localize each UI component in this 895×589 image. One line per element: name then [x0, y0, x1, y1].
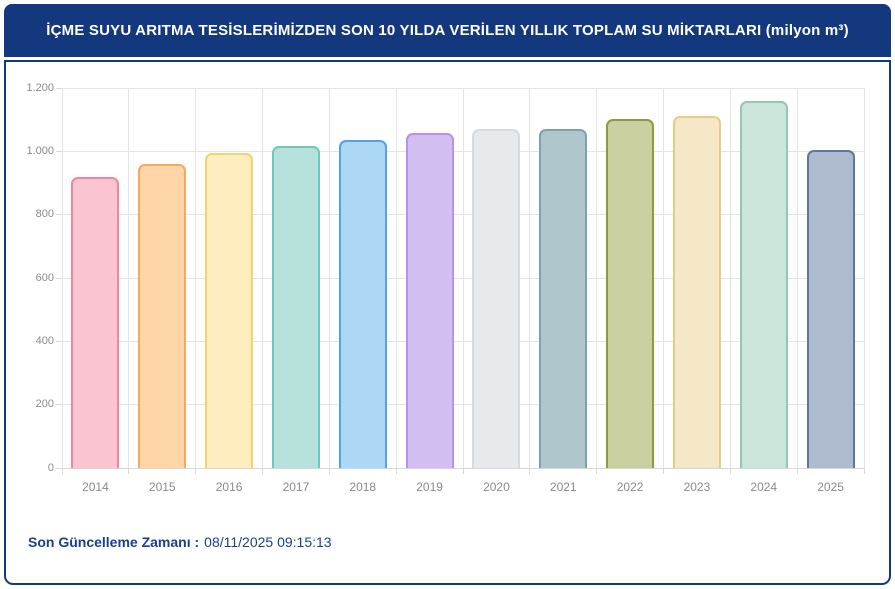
gridline-vertical	[796, 88, 798, 468]
x-tick-label: 2022	[616, 480, 644, 494]
y-tick-label: 0	[47, 461, 54, 474]
bar-2014[interactable]	[71, 176, 120, 468]
y-tick-mark	[56, 87, 62, 89]
x-tick-label: 2023	[683, 480, 711, 494]
x-tick-label: 2020	[483, 480, 510, 494]
bar-2016[interactable]	[205, 152, 254, 468]
y-tick-label: 400	[35, 334, 54, 347]
x-tick-mark	[61, 468, 63, 474]
x-tick-label: 2018	[349, 480, 377, 494]
gridline-vertical	[328, 88, 330, 468]
y-tick-mark	[56, 277, 62, 279]
x-tick-mark	[663, 468, 664, 474]
x-tick-label: 2016	[215, 480, 243, 494]
y-tick-mark	[56, 404, 62, 406]
bar-2024[interactable]	[739, 100, 788, 468]
y-tick-mark	[56, 340, 62, 342]
y-tick-label: 1.200	[26, 81, 54, 94]
last-update-value: 08/11/2025 09:15:13	[204, 534, 332, 550]
last-update: Son Güncelleme Zamanı :08/11/2025 09:15:…	[28, 534, 332, 550]
x-tick-label: 2025	[817, 480, 844, 494]
x-tick-mark	[863, 468, 865, 474]
y-tick-label: 1.000	[26, 144, 54, 157]
gridline-vertical	[663, 88, 664, 468]
x-tick-mark	[262, 468, 263, 474]
gridline-vertical	[863, 88, 865, 468]
x-tick-mark	[328, 468, 330, 474]
chart-title: İÇME SUYU ARITMA TESİSLERİMİZDEN SON 10 …	[46, 22, 849, 39]
x-tick-label: 2019	[416, 480, 443, 494]
y-tick-label: 800	[35, 208, 54, 221]
x-tick-label: 2014	[82, 480, 109, 494]
x-tick-mark	[729, 468, 731, 474]
x-tick-label: 2015	[148, 480, 176, 494]
last-update-label: Son Güncelleme Zamanı :	[28, 534, 200, 550]
x-tick-label: 2017	[282, 480, 310, 494]
x-tick-mark	[596, 468, 598, 474]
bar-chart: 1.200 1.000 800 600 400 200 0 2014 2015 2016 2017…	[6, 62, 889, 502]
x-tick-mark	[462, 468, 464, 474]
gridline-vertical	[128, 88, 130, 468]
x-tick-mark	[796, 468, 798, 474]
bar-2018[interactable]	[338, 139, 387, 468]
plot-area	[61, 87, 865, 469]
y-tick-label: 200	[35, 398, 54, 411]
y-tick-mark	[56, 150, 62, 152]
bar-2025[interactable]	[806, 150, 855, 468]
card-header: İÇME SUYU ARITMA TESİSLERİMİZDEN SON 10 …	[4, 4, 891, 57]
x-tick-mark	[195, 468, 197, 474]
bar-2021[interactable]	[539, 128, 588, 468]
x-tick-mark	[395, 468, 397, 474]
gridline-vertical	[462, 88, 464, 468]
y-tick-mark	[56, 467, 62, 469]
gridline-vertical	[395, 88, 397, 468]
gridline-vertical	[596, 88, 598, 468]
gridline-vertical	[195, 88, 197, 468]
chart-card: 1.200 1.000 800 600 400 200 0 2014 2015 2016 2017…	[4, 60, 891, 585]
x-tick-mark	[128, 468, 130, 474]
bar-2022[interactable]	[606, 119, 655, 468]
bar-2020[interactable]	[472, 129, 521, 468]
x-tick-label: 2021	[549, 480, 577, 494]
bar-2023[interactable]	[672, 115, 721, 468]
x-tick-mark	[529, 468, 531, 474]
gridline-vertical	[61, 88, 63, 468]
gridline-vertical	[262, 88, 263, 468]
gridline-vertical	[529, 88, 531, 468]
y-tick-mark	[56, 214, 62, 216]
gridline-vertical	[729, 88, 731, 468]
bar-2017[interactable]	[271, 146, 320, 468]
bar-2019[interactable]	[405, 133, 454, 468]
x-tick-label: 2024	[750, 480, 778, 494]
y-tick-label: 600	[35, 271, 54, 284]
bar-2015[interactable]	[138, 164, 187, 468]
